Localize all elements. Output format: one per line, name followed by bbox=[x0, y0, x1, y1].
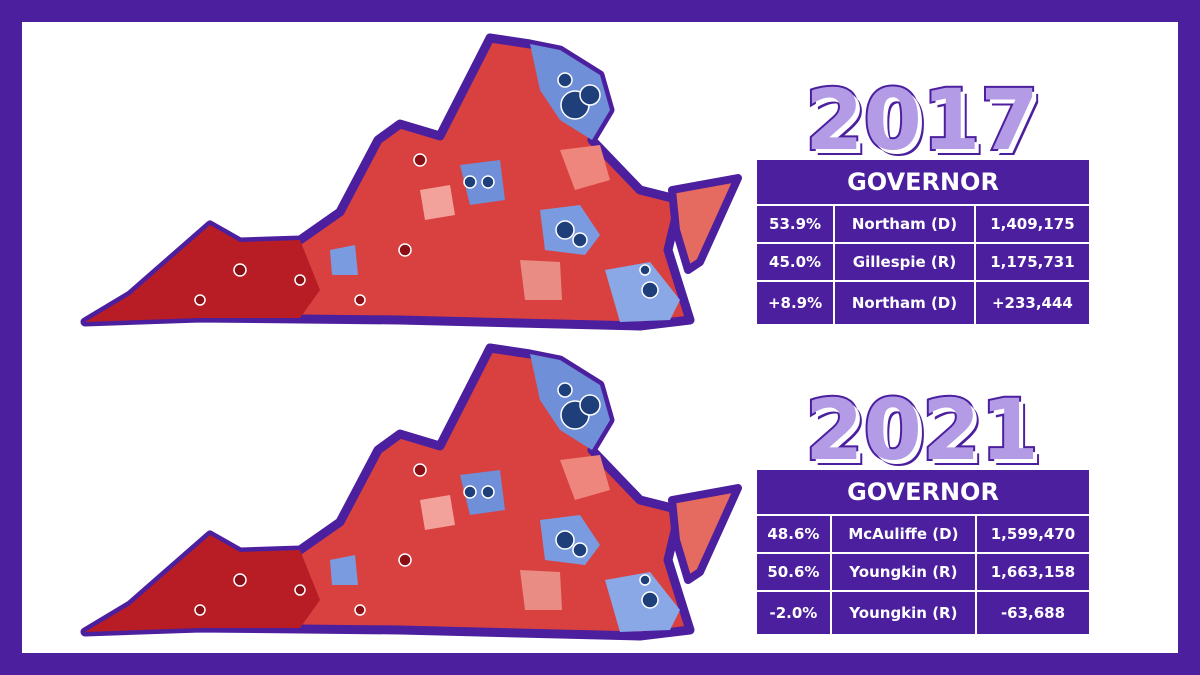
vote-share: +8.9% bbox=[757, 280, 836, 324]
year: 2017 bbox=[803, 71, 1041, 169]
map-2017 bbox=[85, 38, 738, 326]
vote-count: 1,663,158 bbox=[974, 552, 1089, 592]
title-row: GOVERNOR bbox=[757, 470, 1089, 515]
map-2021 bbox=[85, 348, 738, 636]
vote-share: 53.9% bbox=[757, 204, 836, 244]
vote-share: -2.0% bbox=[757, 590, 832, 634]
result-row: 50.6% Youngkin (R) 1,663,158 bbox=[757, 552, 1089, 592]
table-title: GOVERNOR bbox=[847, 478, 999, 506]
result-row: 45.0% Gillespie (R) 1,175,731 bbox=[757, 242, 1089, 282]
candidate: Youngkin (R) bbox=[829, 590, 977, 634]
vote-count: 1,599,470 bbox=[974, 514, 1089, 554]
vote-share: 45.0% bbox=[757, 242, 836, 282]
title-row: GOVERNOR bbox=[757, 160, 1089, 205]
result-row: 53.9% Northam (D) 1,409,175 bbox=[757, 204, 1089, 244]
table-title: GOVERNOR bbox=[847, 168, 999, 196]
candidate: Youngkin (R) bbox=[829, 552, 977, 592]
vote-count: 1,409,175 bbox=[973, 204, 1089, 244]
vote-count: +233,444 bbox=[973, 280, 1089, 324]
results-table: GOVERNOR 48.6% McAuliffe (D) 1,599,470 50.6%… bbox=[757, 470, 1089, 634]
vote-count: 1,175,731 bbox=[973, 242, 1089, 282]
results-table: GOVERNOR 53.9% Northam (D) 1,409,175 45.0% Gi… bbox=[757, 160, 1089, 324]
result-row: +8.9% Northam (D) +233,444 bbox=[757, 280, 1089, 324]
candidate: Gillespie (R) bbox=[833, 242, 976, 282]
vote-share: 48.6% bbox=[757, 514, 832, 554]
result-row: 48.6% McAuliffe (D) 1,599,470 bbox=[757, 514, 1089, 554]
result-row: -2.0% Youngkin (R) -63,688 bbox=[757, 590, 1089, 634]
year: 2021 bbox=[803, 381, 1041, 479]
candidate: McAuliffe (D) bbox=[829, 514, 977, 554]
candidate: Northam (D) bbox=[833, 280, 976, 324]
candidate: Northam (D) bbox=[833, 204, 976, 244]
vote-share: 50.6% bbox=[757, 552, 832, 592]
vote-count: -63,688 bbox=[974, 590, 1089, 634]
